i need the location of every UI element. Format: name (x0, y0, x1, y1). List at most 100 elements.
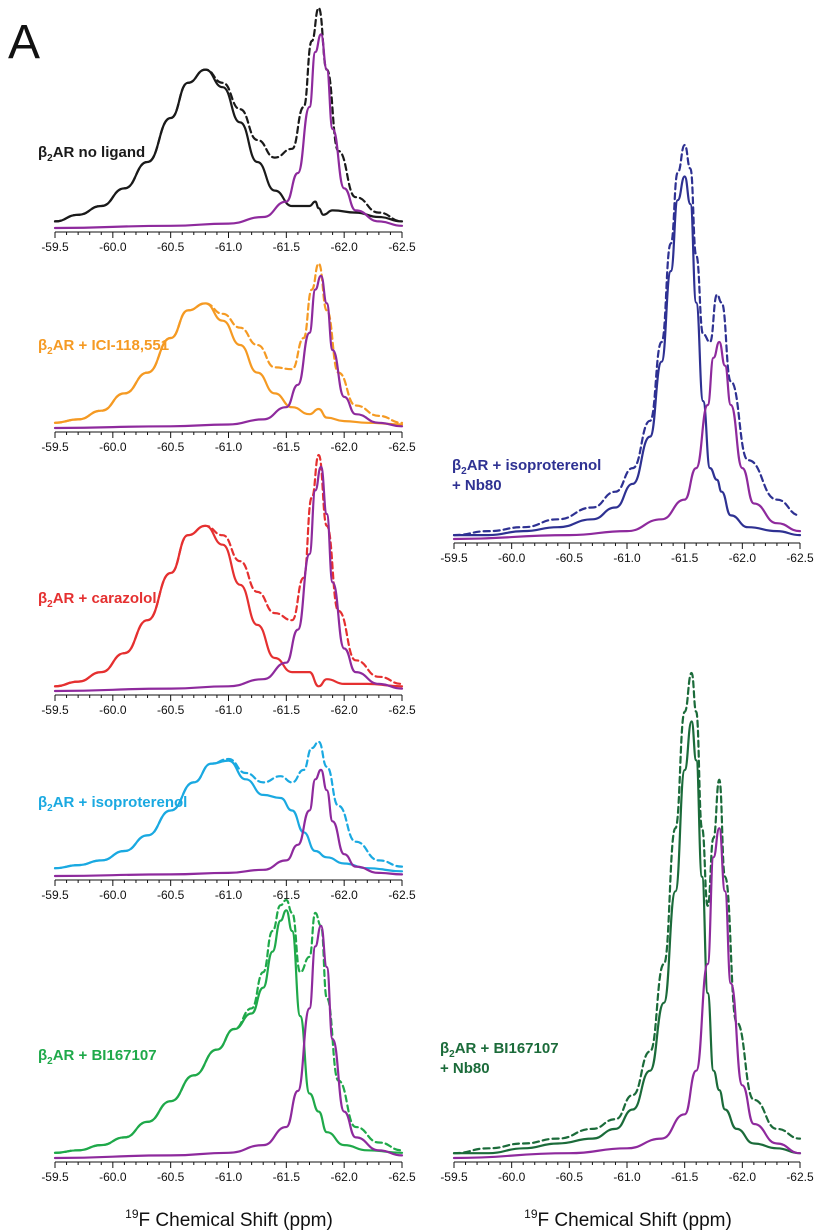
x-axis-title-sup: 19 (125, 1207, 139, 1221)
spectra-panels: -59.5 -60.0 -60.5 -61.0 -61.5 -62.0 -62.5β2AR … (38, 6, 814, 1184)
series-line-component (452, 827, 802, 1160)
beta-subscript: 2 (47, 1056, 53, 1067)
series-line-component (53, 465, 404, 693)
x-tick-label: -62.5 (388, 440, 416, 454)
x-tick-label: -61.0 (215, 440, 243, 454)
beta-glyph: β (38, 337, 47, 354)
x-tick-label: -61.5 (273, 703, 301, 717)
panel-label-text: AR + isoproterenol (53, 794, 188, 811)
x-tick-label: -60.5 (157, 440, 185, 454)
panel-letter: A (8, 16, 40, 69)
series-line-component (452, 340, 802, 541)
series-line-solid (53, 302, 404, 426)
beta-glyph: β (452, 457, 461, 474)
beta-subscript: 2 (47, 803, 53, 814)
x-axis-title-right: 19F Chemical Shift (ppm) (524, 1207, 732, 1231)
series-line-component (53, 274, 404, 430)
panel-label: β2AR + isoproterenol (38, 794, 187, 814)
x-tick-label: -62.0 (729, 551, 757, 565)
x-tick-label: -59.5 (41, 440, 69, 454)
beta-subscript: 2 (47, 346, 53, 357)
panel-label-line2: + Nb80 (440, 1060, 490, 1077)
panel-label: β2AR + carazolol (38, 590, 157, 610)
x-tick-label: -62.5 (388, 703, 416, 717)
spectrum-panel: -59.5 -60.0 -60.5 -61.0 -61.5 -62.0 -62.5 β2AR … (38, 898, 416, 1184)
x-axis-title-sup: 19 (524, 1207, 538, 1221)
beta-subscript: 2 (449, 1049, 455, 1060)
beta-glyph: β (38, 144, 47, 161)
x-tick-label: -62.0 (330, 703, 358, 717)
beta-glyph: β (38, 590, 47, 607)
x-tick-label: -62.0 (330, 1170, 358, 1184)
series-line-dashed (53, 6, 404, 223)
series-line-dashed (53, 262, 404, 424)
x-tick-label: -60.5 (157, 703, 185, 717)
x-tick-label: -62.5 (388, 1170, 416, 1184)
x-tick-label: -60.0 (99, 703, 127, 717)
x-tick-label: -60.0 (99, 1170, 127, 1184)
panel-label: β2AR + isoproterenol (452, 457, 601, 477)
beta-subscript: 2 (461, 466, 467, 477)
beta-glyph: β (38, 1047, 47, 1064)
x-tick-label: -62.0 (330, 440, 358, 454)
x-tick-label: -60.0 (99, 440, 127, 454)
x-tick-label: -59.5 (41, 240, 69, 254)
spectrum-panel: -59.5 -60.0 -60.5 -61.0 -61.5 -62.0 -62.5 β2AR … (38, 453, 416, 717)
x-tick-label: -62.0 (729, 1170, 757, 1184)
spectrum-panel: -59.5 -60.0 -60.5 -61.0 -61.5 -62.0 -62.5 β2AR … (440, 143, 814, 565)
x-tick-label: -61.5 (671, 1170, 699, 1184)
x-tick-label: -61.5 (273, 240, 301, 254)
x-tick-label: -61.0 (215, 1170, 243, 1184)
panel-label-text: AR no ligand (53, 144, 146, 161)
x-tick-label: -61.0 (215, 703, 243, 717)
x-tick-label: -61.0 (613, 1170, 641, 1184)
x-tick-label: -61.5 (671, 551, 699, 565)
x-tick-label: -61.5 (273, 888, 301, 902)
series-line-component (53, 768, 404, 878)
x-tick-label: -62.5 (388, 240, 416, 254)
series-line-dashed (53, 898, 404, 1154)
x-tick-label: -60.5 (157, 888, 185, 902)
panel-label: β2AR + BI167107 (440, 1040, 559, 1060)
x-tick-label: -60.5 (556, 1170, 584, 1184)
x-tick-label: -61.0 (215, 888, 243, 902)
series-line-solid (452, 720, 802, 1155)
beta-subscript: 2 (47, 153, 53, 164)
x-tick-label: -62.0 (330, 888, 358, 902)
x-tick-label: -62.0 (330, 240, 358, 254)
x-axis-title-left: 19F Chemical Shift (ppm) (125, 1207, 333, 1231)
x-tick-label: -61.0 (613, 551, 641, 565)
panel-label-text: AR + BI167107 (455, 1040, 559, 1057)
x-tick-label: -59.5 (41, 1170, 69, 1184)
series-line-solid (53, 909, 404, 1154)
x-tick-label: -62.5 (388, 888, 416, 902)
x-tick-label: -60.0 (498, 1170, 526, 1184)
beta-subscript: 2 (47, 599, 53, 610)
series-line-solid (53, 759, 404, 873)
x-tick-label: -61.5 (273, 1170, 301, 1184)
series-line-dashed (53, 453, 404, 688)
x-tick-label: -62.5 (786, 1170, 814, 1184)
x-tick-label: -62.5 (786, 551, 814, 565)
series-line-dashed (452, 671, 802, 1155)
x-tick-label: -60.5 (157, 240, 185, 254)
spectrum-panel: -59.5 -60.0 -60.5 -61.0 -61.5 -62.0 -62.5 β2AR … (38, 262, 416, 454)
x-tick-label: -60.5 (157, 1170, 185, 1184)
spectrum-panel: -59.5 -60.0 -60.5 -61.0 -61.5 -62.0 -62.5 β2AR … (440, 671, 814, 1184)
x-tick-label: -59.5 (41, 703, 69, 717)
x-tick-label: -59.5 (440, 551, 468, 565)
x-axis-title-text: F Chemical Shift (ppm) (538, 1210, 732, 1231)
panel-label-text: AR + carazolol (53, 590, 157, 607)
panel-label-line2: + Nb80 (452, 477, 502, 494)
series-line-dashed (53, 740, 404, 870)
beta-glyph: β (440, 1040, 449, 1057)
spectrum-panel: -59.5 -60.0 -60.5 -61.0 -61.5 -62.0 -62.5 β2AR … (38, 740, 416, 902)
x-tick-label: -61.5 (273, 440, 301, 454)
x-tick-label: -59.5 (41, 888, 69, 902)
spectrum-panel: -59.5 -60.0 -60.5 -61.0 -61.5 -62.0 -62.5 β2AR … (38, 6, 416, 254)
panel-label: β2AR + BI167107 (38, 1047, 157, 1067)
x-tick-label: -61.0 (215, 240, 243, 254)
x-tick-label: -60.5 (556, 551, 584, 565)
series-line-component (53, 924, 404, 1160)
panel-label: β2AR + ICI-118,551 (38, 337, 169, 357)
